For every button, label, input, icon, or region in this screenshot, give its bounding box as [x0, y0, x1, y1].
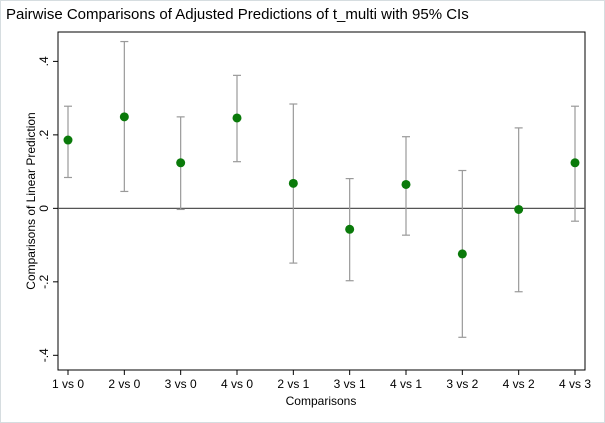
point	[176, 158, 186, 168]
y-tick-label: -.4	[37, 348, 51, 362]
y-tick-label: .2	[37, 130, 51, 140]
x-tick-label: 1 vs 0	[52, 377, 84, 391]
chart-title: Pairwise Comparisons of Adjusted Predict…	[6, 6, 469, 23]
y-axis-label: Comparisons of Linear Prediction	[24, 112, 38, 289]
point	[514, 204, 524, 214]
y-tick-label: -.2	[37, 275, 51, 289]
x-tick-label: 3 vs 2	[446, 377, 478, 391]
plot-area	[57, 31, 586, 371]
y-tick-label: 0	[37, 205, 51, 212]
x-tick-label: 3 vs 0	[165, 377, 197, 391]
point	[63, 135, 73, 145]
x-tick-label: 2 vs 0	[108, 377, 140, 391]
x-tick-label: 4 vs 2	[503, 377, 535, 391]
x-tick-label: 2 vs 1	[277, 377, 309, 391]
x-tick-label: 4 vs 0	[221, 377, 253, 391]
x-tick-label: 4 vs 3	[559, 377, 591, 391]
x-axis-label: Comparisons	[286, 394, 357, 408]
point	[345, 224, 355, 234]
point	[401, 179, 411, 189]
point	[119, 112, 129, 122]
y-tick-label: .4	[37, 56, 51, 66]
point	[232, 113, 242, 123]
x-tick-label: 4 vs 1	[390, 377, 422, 391]
point	[570, 158, 580, 168]
point	[288, 178, 298, 188]
x-tick-label: 3 vs 1	[334, 377, 366, 391]
point	[457, 249, 467, 259]
